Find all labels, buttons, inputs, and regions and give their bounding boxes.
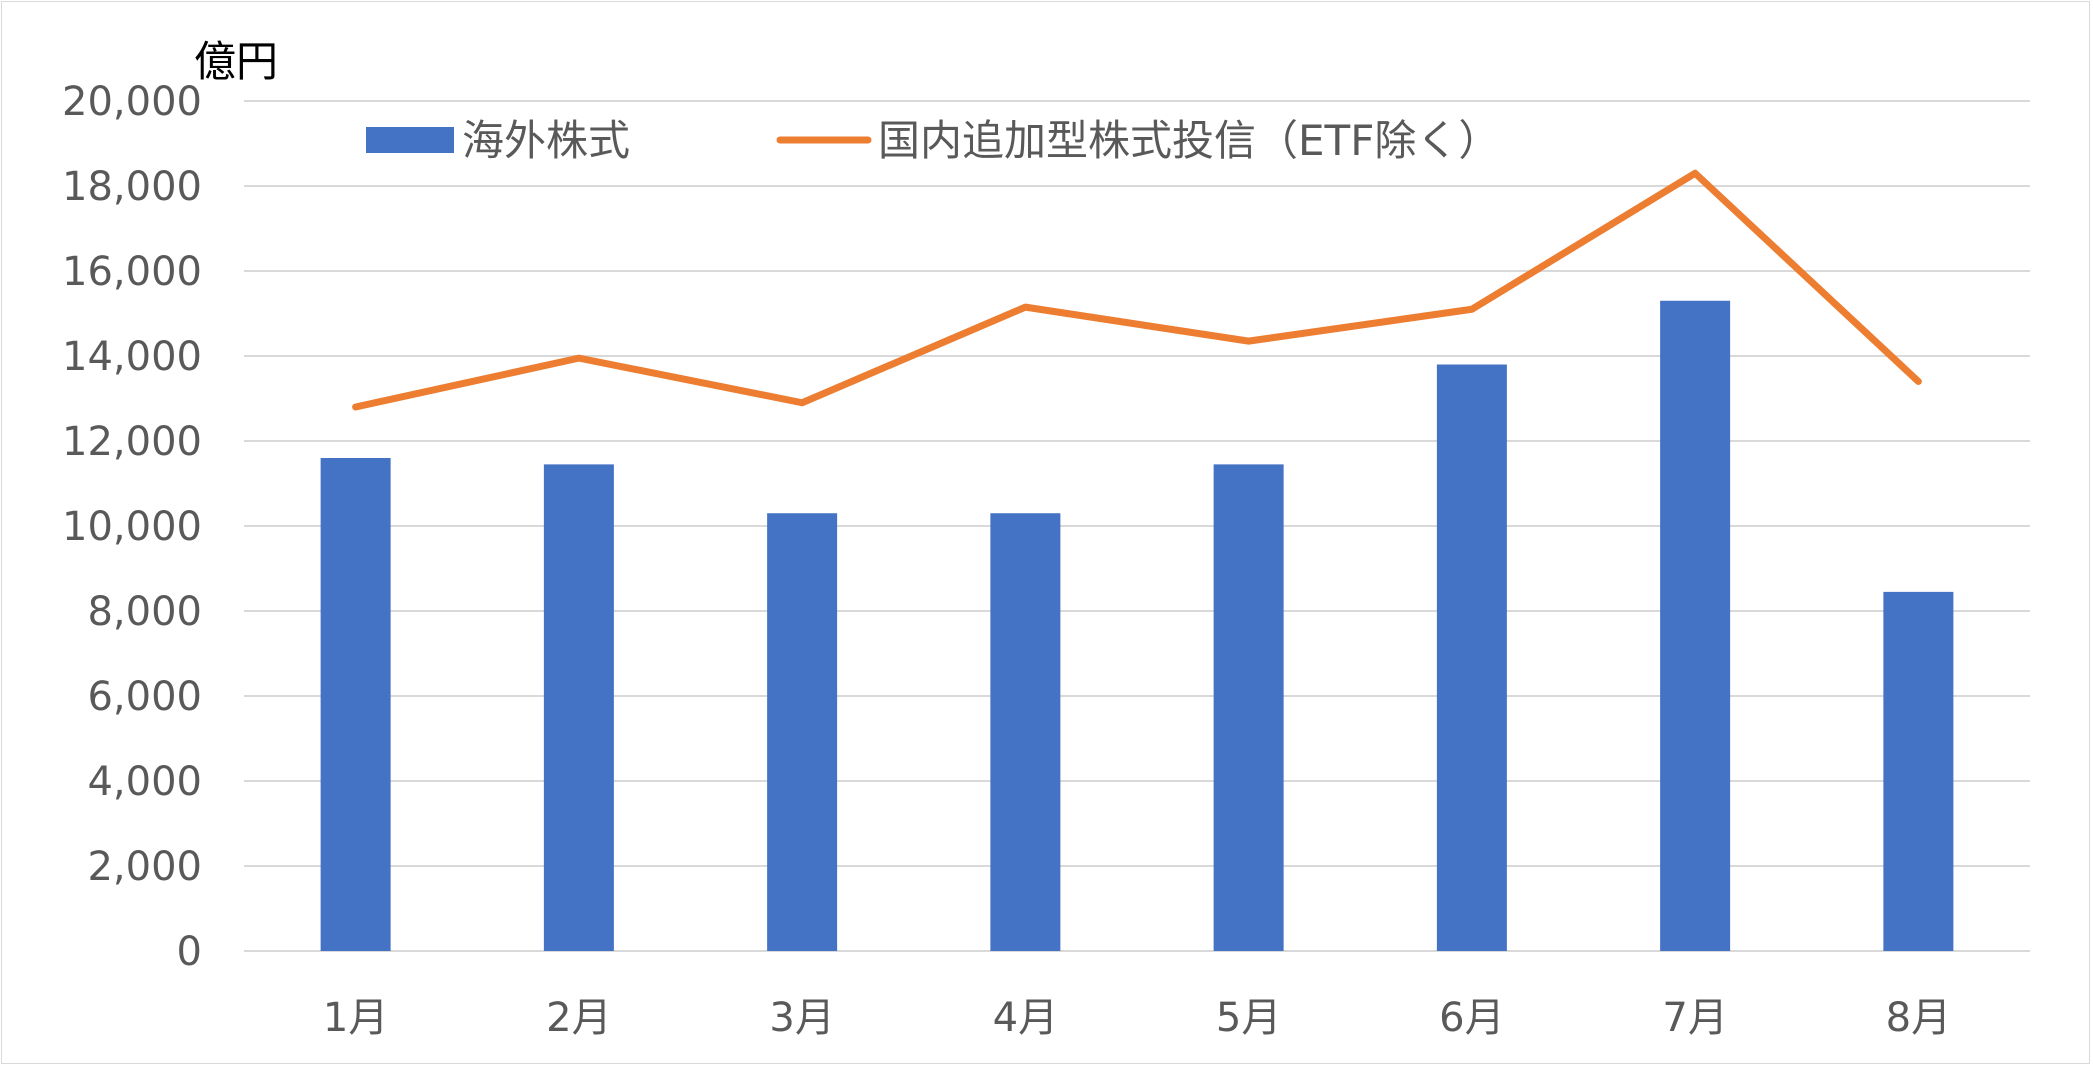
bar [1213, 464, 1284, 951]
y-tick-label: 2,000 [87, 844, 202, 890]
bar [320, 458, 391, 951]
legend-bar-label: 海外株式 [462, 116, 630, 165]
y-tick-label: 0 [177, 929, 202, 975]
bar [543, 464, 614, 951]
y-axis-unit-label: 億円 [194, 37, 278, 86]
x-tick-label: 5月 [1216, 995, 1281, 1041]
y-tick-label: 16,000 [62, 249, 202, 295]
y-tick-label: 4,000 [87, 759, 202, 805]
bar-series [320, 300, 1954, 951]
x-tick-label: 3月 [769, 995, 834, 1041]
y-axis-ticks: 0 2,000 4,000 6,000 8,000 10,000 12,000 14,000 1… [62, 79, 202, 975]
legend-line-label: 国内追加型株式投信（ETF除く） [878, 116, 1500, 165]
bar [1660, 300, 1731, 951]
bar [1883, 591, 1954, 951]
x-tick-label: 6月 [1439, 995, 1504, 1041]
y-tick-label: 6,000 [87, 674, 202, 720]
line-series [352, 169, 1922, 411]
x-tick-label: 1月 [323, 995, 388, 1041]
y-tick-label: 10,000 [62, 504, 202, 550]
x-axis-ticks: 1月 2月 3月 4月 5月 6月 7月 8月 [323, 995, 1951, 1041]
x-tick-label: 7月 [1662, 995, 1727, 1041]
y-tick-label: 12,000 [62, 419, 202, 465]
x-tick-label: 8月 [1886, 995, 1951, 1041]
x-tick-label: 2月 [546, 995, 611, 1041]
series-line [352, 169, 1922, 411]
y-tick-label: 20,000 [62, 79, 202, 125]
bar [767, 513, 838, 951]
bar [1436, 364, 1507, 951]
y-tick-label: 14,000 [62, 334, 202, 380]
y-tick-label: 18,000 [62, 164, 202, 210]
x-tick-label: 4月 [993, 995, 1058, 1041]
bar [990, 513, 1061, 951]
legend-bar-swatch [366, 127, 454, 153]
gridlines [244, 100, 2030, 952]
y-tick-label: 8,000 [87, 589, 202, 635]
legend: 海外株式 国内追加型株式投信（ETF除く） [366, 116, 1500, 165]
